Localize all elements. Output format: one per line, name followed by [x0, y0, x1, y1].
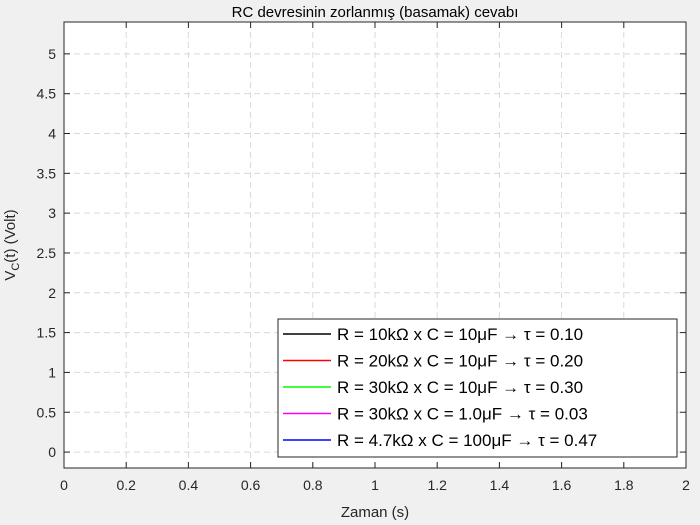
- legend-label: R = 4.7kΩ x C = 100μF → τ = 0.47: [337, 431, 597, 450]
- y-tick-label: 3.5: [37, 165, 57, 181]
- legend-label: R = 10kΩ x C = 10μF → τ = 0.10: [337, 325, 583, 344]
- x-tick-label: 0: [60, 477, 68, 493]
- x-tick-label: 0.2: [116, 477, 136, 493]
- y-axis-label-main: V: [2, 271, 19, 281]
- y-axis-label-rest: (t) (Volt): [2, 209, 19, 262]
- x-tick-label: 1.8: [614, 477, 634, 493]
- x-tick-label: 0.8: [303, 477, 323, 493]
- y-tick-label: 5: [48, 46, 56, 62]
- x-tick-labels: 0 0.2 0.4 0.6 0.8 1 1.2 1.4 1.6 1.8 2: [60, 477, 690, 493]
- x-tick-label: 1.6: [552, 477, 572, 493]
- y-tick-label: 2: [48, 285, 56, 301]
- x-tick-label: 0.4: [179, 477, 199, 493]
- y-tick-label: 4.5: [37, 86, 57, 102]
- legend: R = 10kΩ x C = 10μF → τ = 0.10 R = 20kΩ x…: [277, 318, 678, 458]
- legend-items: R = 10kΩ x C = 10μF → τ = 0.10 R = 20kΩ x…: [283, 325, 597, 450]
- y-tick-labels: 0 0.5 1 1.5 2 2.5 3 3.5 4 4.5 5: [37, 46, 57, 460]
- x-tick-label: 1: [371, 477, 379, 493]
- x-tick-label: 0.6: [241, 477, 261, 493]
- legend-label: R = 30kΩ x C = 1.0μF → τ = 0.03: [337, 405, 588, 424]
- legend-box: [277, 318, 678, 458]
- y-axis-label: VC(t) (Volt): [2, 209, 22, 280]
- x-axis-label: Zaman (s): [341, 504, 409, 521]
- y-tick-label: 2.5: [37, 245, 57, 261]
- y-tick-label: 1.5: [37, 325, 57, 341]
- x-tick-label: 2: [682, 477, 690, 493]
- y-tick-label: 0: [48, 444, 56, 460]
- y-tick-label: 3: [48, 205, 56, 221]
- y-tick-label: 1: [48, 364, 56, 380]
- ticks: [63, 22, 687, 468]
- chart-title: RC devresinin zorlanmış (basamak) cevabı: [232, 4, 519, 21]
- x-tick-label: 1.4: [490, 477, 510, 493]
- x-tick-label: 1.2: [427, 477, 447, 493]
- legend-label: R = 30kΩ x C = 10μF → τ = 0.30: [337, 378, 583, 397]
- legend-label: R = 20kΩ x C = 10μF → τ = 0.20: [337, 352, 583, 371]
- y-tick-label: 4: [48, 126, 56, 142]
- y-axis-label-sub: C: [10, 263, 22, 271]
- y-tick-label: 0.5: [37, 404, 57, 420]
